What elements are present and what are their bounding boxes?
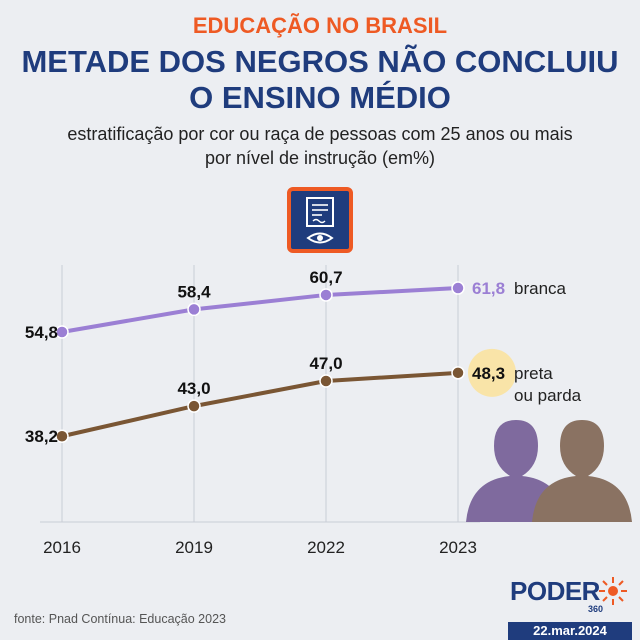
data-label: 48,3 bbox=[472, 364, 505, 383]
data-point bbox=[319, 288, 333, 302]
poder360-logo[interactable]: PODER 360 bbox=[510, 574, 630, 618]
data-point bbox=[55, 325, 69, 339]
data-point bbox=[55, 429, 69, 443]
legend-label: ou parda bbox=[514, 386, 582, 405]
data-point bbox=[187, 302, 201, 317]
x-tick-label: 2019 bbox=[175, 538, 213, 557]
document-eye-icon bbox=[287, 187, 353, 253]
date-badge: 22.mar.2024 bbox=[508, 622, 632, 640]
data-point bbox=[451, 281, 465, 295]
kicker: EDUCAÇÃO NO BRASIL bbox=[192, 13, 448, 38]
poder360-sun-icon bbox=[599, 577, 627, 605]
subtitle-line-1: estratificação por cor ou raça de pessoa… bbox=[67, 124, 573, 144]
data-label: 54,8 bbox=[25, 323, 58, 342]
series-line-branca bbox=[61, 286, 459, 334]
series-line-preta-parda bbox=[61, 370, 459, 439]
legend-label: branca bbox=[514, 279, 567, 298]
people-silhouette-icon bbox=[466, 420, 632, 522]
source-note: fonte: Pnad Contínua: Educação 2023 bbox=[14, 612, 226, 626]
page-title: METADE DOS NEGROS NÃO CONCLUIU O ENSINO … bbox=[0, 44, 640, 116]
title-line-2: O ENSINO MÉDIO bbox=[189, 80, 451, 115]
data-point bbox=[451, 366, 465, 380]
data-label: 60,7 bbox=[309, 268, 342, 287]
legend-label: preta bbox=[514, 364, 553, 383]
x-tick-label: 2016 bbox=[43, 538, 81, 557]
data-label: 58,4 bbox=[177, 282, 211, 301]
subtitle: estratificação por cor ou raça de pessoa… bbox=[0, 122, 640, 170]
data-point bbox=[319, 374, 333, 388]
data-label: 38,2 bbox=[25, 427, 58, 446]
logo-text: PODER bbox=[510, 576, 600, 606]
data-label: 61,8 bbox=[472, 279, 505, 298]
subtitle-line-2: por nível de instrução (em%) bbox=[204, 148, 436, 168]
data-label: 43,0 bbox=[177, 379, 210, 398]
x-tick-label: 2023 bbox=[439, 538, 477, 557]
logo-number: 360 bbox=[588, 604, 604, 614]
title-line-1: METADE DOS NEGROS NÃO CONCLUIU bbox=[21, 44, 619, 79]
data-label: 47,0 bbox=[309, 354, 342, 373]
data-point bbox=[187, 399, 201, 413]
x-tick-label: 2022 bbox=[307, 538, 345, 557]
highlight-circle bbox=[468, 348, 516, 397]
